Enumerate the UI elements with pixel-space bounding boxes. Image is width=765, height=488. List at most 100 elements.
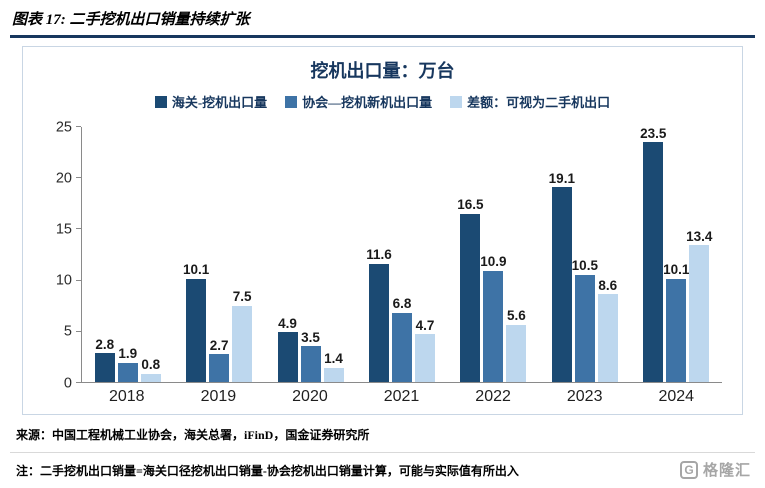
bar — [323, 367, 344, 382]
legend-swatch — [154, 95, 167, 108]
bar-column: 1.9 — [117, 127, 138, 382]
y-axis-tick-label: 20 — [55, 169, 72, 186]
bar-column: 6.8 — [391, 127, 412, 382]
legend-item: 海关-挖机出口量 — [154, 92, 267, 111]
bar — [117, 362, 138, 382]
source-line: 来源：中国工程机械工业协会，海关总署，iFinD，国金证券研究所 — [16, 426, 749, 443]
y-axis-tick-mark — [76, 126, 81, 127]
bar — [277, 332, 298, 382]
bar-group: 23.5 10.1 13.4 — [631, 125, 722, 382]
note-text: 注：二手挖机出口销量=海关口径挖机出口销量-协会挖机出口销量计算，可能与实际值有… — [16, 464, 519, 478]
bar-column: 10.5 — [571, 127, 598, 382]
bar-value-label: 1.9 — [118, 346, 138, 362]
bar — [666, 278, 687, 382]
bar-column: 10.1 — [663, 127, 690, 382]
bar — [209, 354, 230, 382]
legend-item: 差额：可视为二手机出口 — [450, 92, 610, 111]
y-axis-tick-mark — [76, 382, 81, 383]
x-axis-label: 2020 — [292, 388, 328, 405]
legend-item: 协会—挖机新机出口量 — [285, 92, 432, 111]
bar-column: 13.4 — [686, 127, 713, 382]
x-axis-label: 2019 — [200, 388, 237, 405]
bar — [94, 353, 115, 382]
plot-area: 2.8 1.9 0.8 10.1 2.7 7.5 4.9 3.5 1.4 11.6 6.8 4.7 16… — [56, 120, 722, 390]
bar-column: 10.1 — [182, 127, 210, 382]
bar-column: 19.1 — [549, 127, 575, 382]
y-axis-tick-mark — [76, 228, 81, 230]
bar-value-label: 7.5 — [232, 288, 252, 304]
bar-column: 2.7 — [209, 127, 230, 382]
y-axis-tick-mark — [76, 330, 81, 332]
chart-title: 挖机出口量：万台 — [310, 61, 455, 81]
figure-title: 图表 17: 二手挖机出口销量持续扩张 — [12, 12, 250, 28]
bar — [140, 373, 161, 382]
bar-column: 16.5 — [457, 127, 484, 382]
bar-value-label: 23.5 — [640, 125, 667, 141]
bar — [551, 187, 572, 382]
bar-column: 5.6 — [506, 127, 527, 382]
bar-group: 19.1 10.5 8.6 — [539, 127, 630, 382]
bar — [186, 278, 207, 382]
x-axis: 2018 2019 2020 2021 2022 2023 2024 — [81, 388, 722, 406]
bar-value-label: 10.1 — [182, 262, 210, 278]
bar-value-label: 16.5 — [457, 197, 484, 213]
x-axis-label: 2023 — [566, 388, 603, 405]
bar-plot: 2.8 1.9 0.8 10.1 2.7 7.5 4.9 3.5 1.4 11.6 6.8 4.7 16… — [81, 125, 722, 383]
bar — [232, 305, 253, 382]
bar-value-label: 5.6 — [507, 308, 526, 324]
bar-value-label: 10.1 — [663, 262, 690, 278]
bar — [597, 294, 618, 382]
bar — [506, 324, 527, 382]
bar-column: 4.9 — [277, 127, 298, 382]
bar — [643, 142, 664, 382]
legend-label: 差额：可视为二手机出口 — [467, 95, 611, 110]
bar — [414, 334, 435, 382]
bar-column: 2.8 — [94, 127, 115, 382]
y-axis-tick-label: 15 — [55, 221, 72, 238]
bar-column: 4.7 — [414, 127, 435, 382]
y-axis-tick-label: 10 — [55, 272, 72, 289]
bar-value-label: 10.9 — [480, 254, 507, 270]
bar-column: 7.5 — [232, 127, 253, 382]
footer-divider — [10, 452, 755, 453]
y-axis-tick-mark — [76, 279, 81, 281]
x-axis-label: 2018 — [108, 388, 145, 405]
y-axis-tick-label: 5 — [63, 323, 72, 340]
bar-group: 4.9 3.5 1.4 — [265, 127, 356, 382]
bar-value-label: 4.9 — [278, 315, 297, 331]
legend-swatch — [450, 95, 463, 108]
bar-group: 16.5 10.9 5.6 — [448, 127, 539, 382]
legend-label: 协会—挖机新机出口量 — [302, 95, 433, 110]
chart-legend: 海关-挖机出口量 协会—挖机新机出口量 差额：可视为二手机出口 — [33, 92, 732, 111]
bar — [689, 245, 710, 382]
bar-value-label: 3.5 — [301, 329, 320, 345]
legend-swatch — [285, 95, 298, 108]
bar-column: 3.5 — [300, 127, 321, 382]
bar-column: 10.9 — [480, 127, 507, 382]
bar-column: 8.6 — [597, 127, 618, 382]
y-axis-tick-label: 0 — [63, 374, 72, 391]
bar-column: 23.5 — [640, 125, 667, 382]
bar-value-label: 0.8 — [141, 357, 161, 373]
bar — [300, 346, 321, 382]
x-axis-label: 2021 — [383, 388, 420, 405]
bar-value-label: 6.8 — [392, 296, 412, 312]
y-axis-tick-label: 25 — [55, 118, 72, 135]
y-axis-tick-mark — [76, 177, 81, 179]
bar — [483, 270, 504, 382]
bar-value-label: 1.4 — [324, 351, 343, 367]
bar-value-label: 2.7 — [209, 337, 229, 353]
bar-value-label: 13.4 — [686, 228, 713, 244]
bar-value-label: 4.7 — [415, 317, 435, 333]
bar-value-label: 10.5 — [571, 258, 598, 274]
bar-group: 11.6 6.8 4.7 — [356, 127, 447, 382]
bar — [460, 213, 481, 382]
bar-column: 1.4 — [323, 127, 344, 382]
bar — [391, 312, 412, 382]
bar-column: 11.6 — [366, 127, 392, 382]
figure-header: 图表 17: 二手挖机出口销量持续扩张 — [10, 6, 755, 38]
gelonghui-logo-text: 格隆汇 — [702, 462, 751, 479]
gelonghui-logo: G 格隆汇 — [679, 459, 751, 480]
bar-group: 2.8 1.9 0.8 — [82, 127, 173, 382]
